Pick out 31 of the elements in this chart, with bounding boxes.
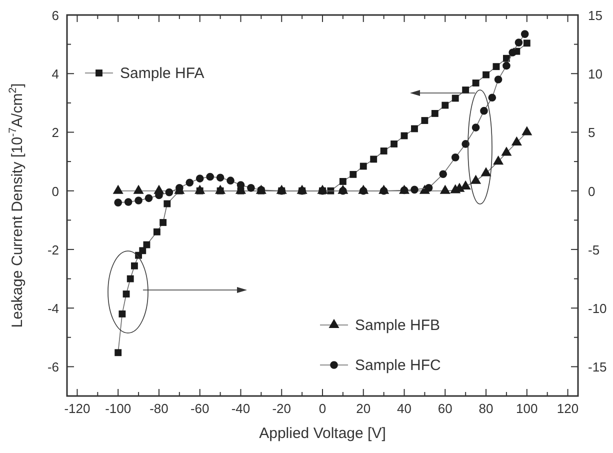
x-tick-label: 80 — [478, 401, 494, 416]
legend-label: Sample HFC — [355, 357, 442, 374]
y2-tick-label: 15 — [588, 8, 602, 23]
y2-tick-label: -5 — [588, 242, 600, 258]
x-tick-label: -80 — [150, 401, 168, 416]
x-tick-label: -100 — [105, 401, 132, 416]
x-tick-label: 0 — [318, 401, 326, 416]
y2-tick-label: 0 — [588, 184, 596, 199]
y-tick-label: 0 — [52, 184, 59, 199]
y2-tick-label: -15 — [588, 360, 607, 375]
y-tick-label: 4 — [52, 66, 59, 82]
legend-label: Sample HFB — [355, 317, 440, 334]
y-tick-label: 6 — [52, 8, 59, 23]
x-tick-label: 60 — [438, 401, 452, 416]
x-tick-label: 40 — [397, 401, 412, 416]
x-axis-title: Applied Voltage [V] — [259, 425, 386, 442]
x-tick-label: 100 — [516, 401, 538, 416]
x-tick-label: 20 — [356, 401, 371, 416]
y-tick-label: -2 — [47, 242, 59, 258]
x-tick-label: -60 — [190, 401, 210, 416]
y-tick-label: 2 — [52, 125, 59, 140]
y2-tick-label: -10 — [588, 301, 607, 316]
x-tick-label: -20 — [272, 401, 292, 416]
y2-tick-label: 5 — [588, 125, 596, 140]
x-tick-label: -40 — [231, 401, 250, 416]
legend-label: Sample HFA — [120, 65, 204, 82]
x-tick-label: -120 — [64, 401, 90, 416]
y-tick-label: -6 — [47, 360, 59, 375]
y2-tick-label: 10 — [588, 66, 602, 82]
x-tick-label: 120 — [556, 401, 579, 416]
y-tick-label: -4 — [47, 301, 59, 316]
